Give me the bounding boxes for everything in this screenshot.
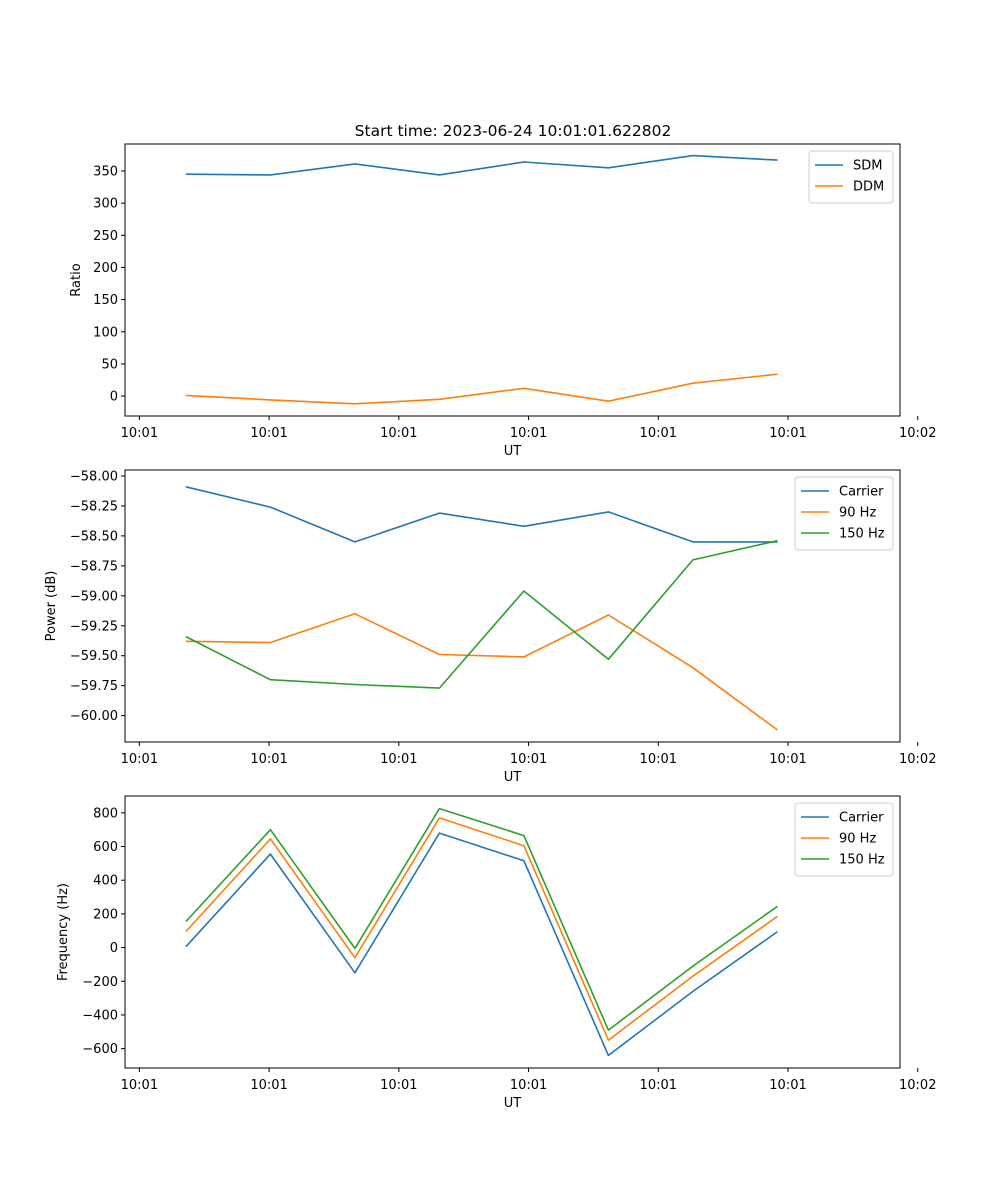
x-tick-label: 10:01: [121, 1078, 158, 1093]
x-tick-label: 10:01: [250, 1078, 287, 1093]
legend-label: 90 Hz: [839, 506, 876, 521]
y-tick-label: 600: [93, 840, 118, 855]
series-line: [185, 486, 778, 543]
y-tick-label: −59.00: [70, 589, 118, 604]
y-tick-label: −59.25: [70, 619, 118, 634]
subplot-2: −60.00 −59.75 −59.50 −59.25 −59.00 −58.75 −58.…: [44, 469, 936, 785]
y-tick-label: −200: [82, 975, 118, 990]
y-tick-label: 0: [110, 941, 118, 956]
x-tick-label: 10:01: [380, 1078, 417, 1093]
legend: Carrier 90 Hz 150 Hz: [794, 802, 894, 877]
y-tick-label: −58.00: [70, 469, 118, 484]
subplot-3: −600 −400 −200 0 200 400 600 800 10:01 10:01 10:01…: [56, 795, 936, 1111]
y-axis-label: Power (dB): [44, 571, 59, 642]
y-tick-label: 400: [93, 874, 118, 889]
y-tick-label: −58.25: [70, 499, 118, 514]
y-tick-label: 800: [93, 806, 118, 821]
series-line: [185, 373, 778, 405]
y-tick-label: −600: [82, 1042, 118, 1057]
series-line: [185, 817, 778, 1041]
y-tick-label: −59.50: [70, 649, 118, 664]
figure-title: Start time: 2023-06-24 10:01:01.622802: [355, 122, 672, 140]
y-tick-label: 350: [93, 165, 118, 180]
y-tick-label: 100: [93, 325, 118, 340]
x-tick-label: 10:02: [899, 426, 936, 441]
plot-frame: [124, 795, 901, 1069]
x-axis-label: UT: [504, 1096, 522, 1111]
x-tick-label: 10:01: [510, 752, 547, 767]
legend-label: DDM: [853, 180, 884, 195]
x-tick-label: 10:01: [640, 426, 677, 441]
x-tick-label: 10:01: [510, 426, 547, 441]
x-axis-label: UT: [504, 444, 522, 459]
x-tick-label: 10:01: [769, 1078, 806, 1093]
y-tick-label: −58.75: [70, 559, 118, 574]
y-tick-label: 250: [93, 229, 118, 244]
legend-box: [794, 476, 894, 551]
legend-label: SDM: [853, 159, 882, 174]
series-line: [185, 154, 778, 176]
legend-label: 90 Hz: [839, 832, 876, 847]
x-tick-label: 10:01: [380, 752, 417, 767]
plot-frame: [124, 143, 901, 417]
series-line: [185, 807, 778, 1031]
x-tick-label: 10:01: [121, 752, 158, 767]
legend-label: Carrier: [839, 485, 884, 500]
y-axis-label: Ratio: [69, 263, 84, 296]
x-tick-label: 10:01: [250, 426, 287, 441]
y-tick-label: −59.75: [70, 679, 118, 694]
x-tick-label: 10:01: [640, 1078, 677, 1093]
x-axis-label: UT: [504, 770, 522, 785]
legend: SDM DDM: [808, 150, 894, 204]
series-line: [185, 612, 778, 731]
subplots: 0 50 100 150 200 250 300 350 10:01 10:01 10:01 10:0…: [44, 143, 936, 1111]
y-tick-label: −60.00: [70, 709, 118, 724]
legend-box: [794, 802, 894, 877]
y-tick-label: 50: [101, 357, 118, 372]
subplot-1: 0 50 100 150 200 250 300 350 10:01 10:01 10:01 10:0…: [69, 143, 936, 459]
y-tick-label: 200: [93, 261, 118, 276]
x-tick-label: 10:02: [899, 752, 936, 767]
x-tick-label: 10:02: [899, 1078, 936, 1093]
y-tick-label: 300: [93, 197, 118, 212]
x-tick-label: 10:01: [510, 1078, 547, 1093]
legend-label: 150 Hz: [839, 527, 885, 542]
series-line: [185, 539, 778, 689]
x-tick-label: 10:01: [380, 426, 417, 441]
x-tick-label: 10:01: [640, 752, 677, 767]
plot-frame: [124, 469, 901, 743]
legend-label: Carrier: [839, 811, 884, 826]
x-tick-label: 10:01: [769, 752, 806, 767]
x-tick-label: 10:01: [769, 426, 806, 441]
y-tick-label: 200: [93, 907, 118, 922]
y-tick-label: 150: [93, 293, 118, 308]
y-axis-label: Frequency (Hz): [56, 883, 71, 981]
legend-box: [808, 150, 894, 204]
legend-label: 150 Hz: [839, 853, 885, 868]
x-tick-label: 10:01: [250, 752, 287, 767]
y-tick-label: −58.50: [70, 529, 118, 544]
x-tick-label: 10:01: [121, 426, 158, 441]
y-tick-label: −400: [82, 1008, 118, 1023]
y-tick-label: 0: [110, 390, 118, 405]
legend: Carrier 90 Hz 150 Hz: [794, 476, 894, 551]
series-line: [185, 832, 778, 1057]
